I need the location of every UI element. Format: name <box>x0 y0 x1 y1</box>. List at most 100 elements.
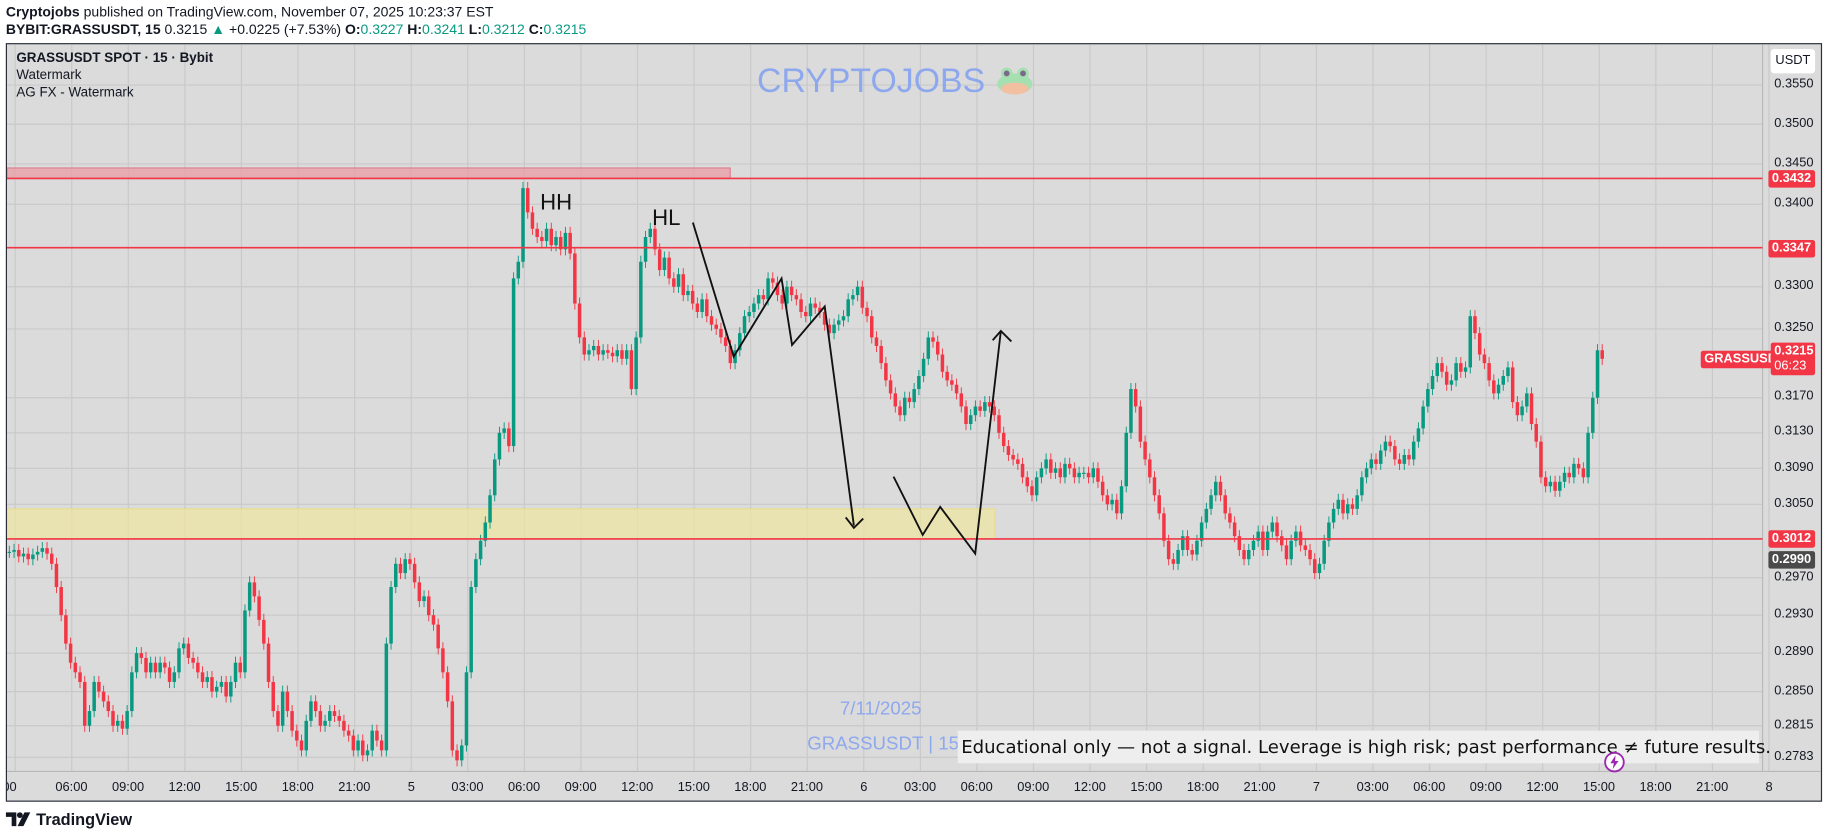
candle[interactable] <box>1553 481 1557 491</box>
candle[interactable] <box>865 307 869 317</box>
candle[interactable] <box>1030 486 1034 496</box>
candle[interactable] <box>615 350 620 357</box>
candle[interactable] <box>1138 406 1143 442</box>
candle[interactable] <box>1049 459 1053 473</box>
candle[interactable] <box>620 350 624 359</box>
candle[interactable] <box>375 730 379 741</box>
candle[interactable] <box>497 432 502 460</box>
candle[interactable] <box>822 311 827 325</box>
candle[interactable] <box>431 615 436 625</box>
candle[interactable] <box>177 648 181 673</box>
candle[interactable] <box>1020 463 1025 478</box>
candle[interactable] <box>629 350 634 390</box>
candle[interactable] <box>1261 531 1265 550</box>
candle[interactable] <box>756 295 761 304</box>
candle[interactable] <box>210 677 214 692</box>
candle[interactable] <box>794 295 799 300</box>
candle[interactable] <box>1402 454 1407 464</box>
candle[interactable] <box>681 274 685 296</box>
candle[interactable] <box>469 587 473 673</box>
candle[interactable] <box>1501 376 1505 385</box>
candle[interactable] <box>266 643 271 682</box>
candle[interactable] <box>1576 463 1581 469</box>
candle[interactable] <box>676 274 681 287</box>
candle[interactable] <box>313 701 318 712</box>
candle[interactable] <box>1157 495 1161 514</box>
candle[interactable] <box>474 559 478 588</box>
candle[interactable] <box>888 380 893 394</box>
candle[interactable] <box>1435 363 1440 377</box>
candle[interactable] <box>181 643 186 649</box>
candle[interactable] <box>370 730 374 751</box>
candle[interactable] <box>257 596 261 620</box>
candle[interactable] <box>1543 477 1548 487</box>
candle[interactable] <box>233 662 238 682</box>
candle[interactable] <box>304 720 308 751</box>
candle[interactable] <box>902 397 907 416</box>
candle[interactable] <box>785 286 789 304</box>
candle[interactable] <box>337 715 341 721</box>
candle[interactable] <box>1105 495 1110 505</box>
arrow-head-down[interactable] <box>844 516 864 530</box>
candle[interactable] <box>1133 389 1138 407</box>
candle[interactable] <box>224 681 228 697</box>
candle[interactable] <box>1124 432 1128 487</box>
candle[interactable] <box>775 282 780 296</box>
candle[interactable] <box>120 720 125 729</box>
candle[interactable] <box>1082 472 1086 474</box>
candle[interactable] <box>780 295 784 304</box>
candle[interactable] <box>855 286 860 296</box>
candle[interactable] <box>1473 316 1477 334</box>
candle[interactable] <box>398 563 403 574</box>
candle[interactable] <box>450 701 455 751</box>
candle[interactable] <box>1119 486 1124 514</box>
candle[interactable] <box>191 657 195 663</box>
candle[interactable] <box>1096 468 1100 482</box>
candle[interactable] <box>1053 468 1058 473</box>
candle[interactable] <box>1562 472 1567 482</box>
candle[interactable] <box>1331 508 1336 523</box>
candle[interactable] <box>742 316 747 334</box>
candle[interactable] <box>841 316 846 321</box>
candle[interactable] <box>1181 536 1185 550</box>
candle[interactable] <box>610 352 615 357</box>
candle[interactable] <box>45 548 49 554</box>
candle[interactable] <box>64 615 68 644</box>
candle[interactable] <box>695 303 700 312</box>
candle[interactable] <box>40 548 45 552</box>
candle[interactable] <box>700 299 704 312</box>
candle[interactable] <box>1529 393 1534 425</box>
candle[interactable] <box>917 376 921 390</box>
candle[interactable] <box>723 337 728 346</box>
candle[interactable] <box>606 350 610 353</box>
candle[interactable] <box>238 662 243 673</box>
candle[interactable] <box>992 406 997 416</box>
candle[interactable] <box>973 406 978 416</box>
candle[interactable] <box>1143 441 1147 460</box>
candle[interactable] <box>893 393 898 407</box>
candle[interactable] <box>752 303 756 312</box>
projection-path-up[interactable] <box>892 330 1002 556</box>
candle[interactable] <box>1077 472 1081 478</box>
candle[interactable] <box>478 540 483 560</box>
candle[interactable] <box>1058 468 1063 478</box>
candle[interactable] <box>417 582 422 602</box>
candle[interactable] <box>1520 406 1524 416</box>
candle[interactable] <box>280 691 285 726</box>
candle[interactable] <box>1350 504 1355 509</box>
candle[interactable] <box>1411 441 1416 460</box>
candle[interactable] <box>1510 367 1515 403</box>
currency-button[interactable]: USDT <box>1770 48 1816 74</box>
candle[interactable] <box>846 299 850 317</box>
candle[interactable] <box>318 711 323 726</box>
candle[interactable] <box>935 341 940 355</box>
candle[interactable] <box>54 563 59 588</box>
candle[interactable] <box>1336 499 1341 509</box>
candle[interactable] <box>488 495 492 523</box>
projection-path-down[interactable] <box>692 222 855 526</box>
candle[interactable] <box>690 290 695 304</box>
candle[interactable] <box>1110 499 1114 505</box>
candle[interactable] <box>290 711 294 731</box>
candle[interactable] <box>87 711 92 726</box>
candle[interactable] <box>158 662 162 673</box>
